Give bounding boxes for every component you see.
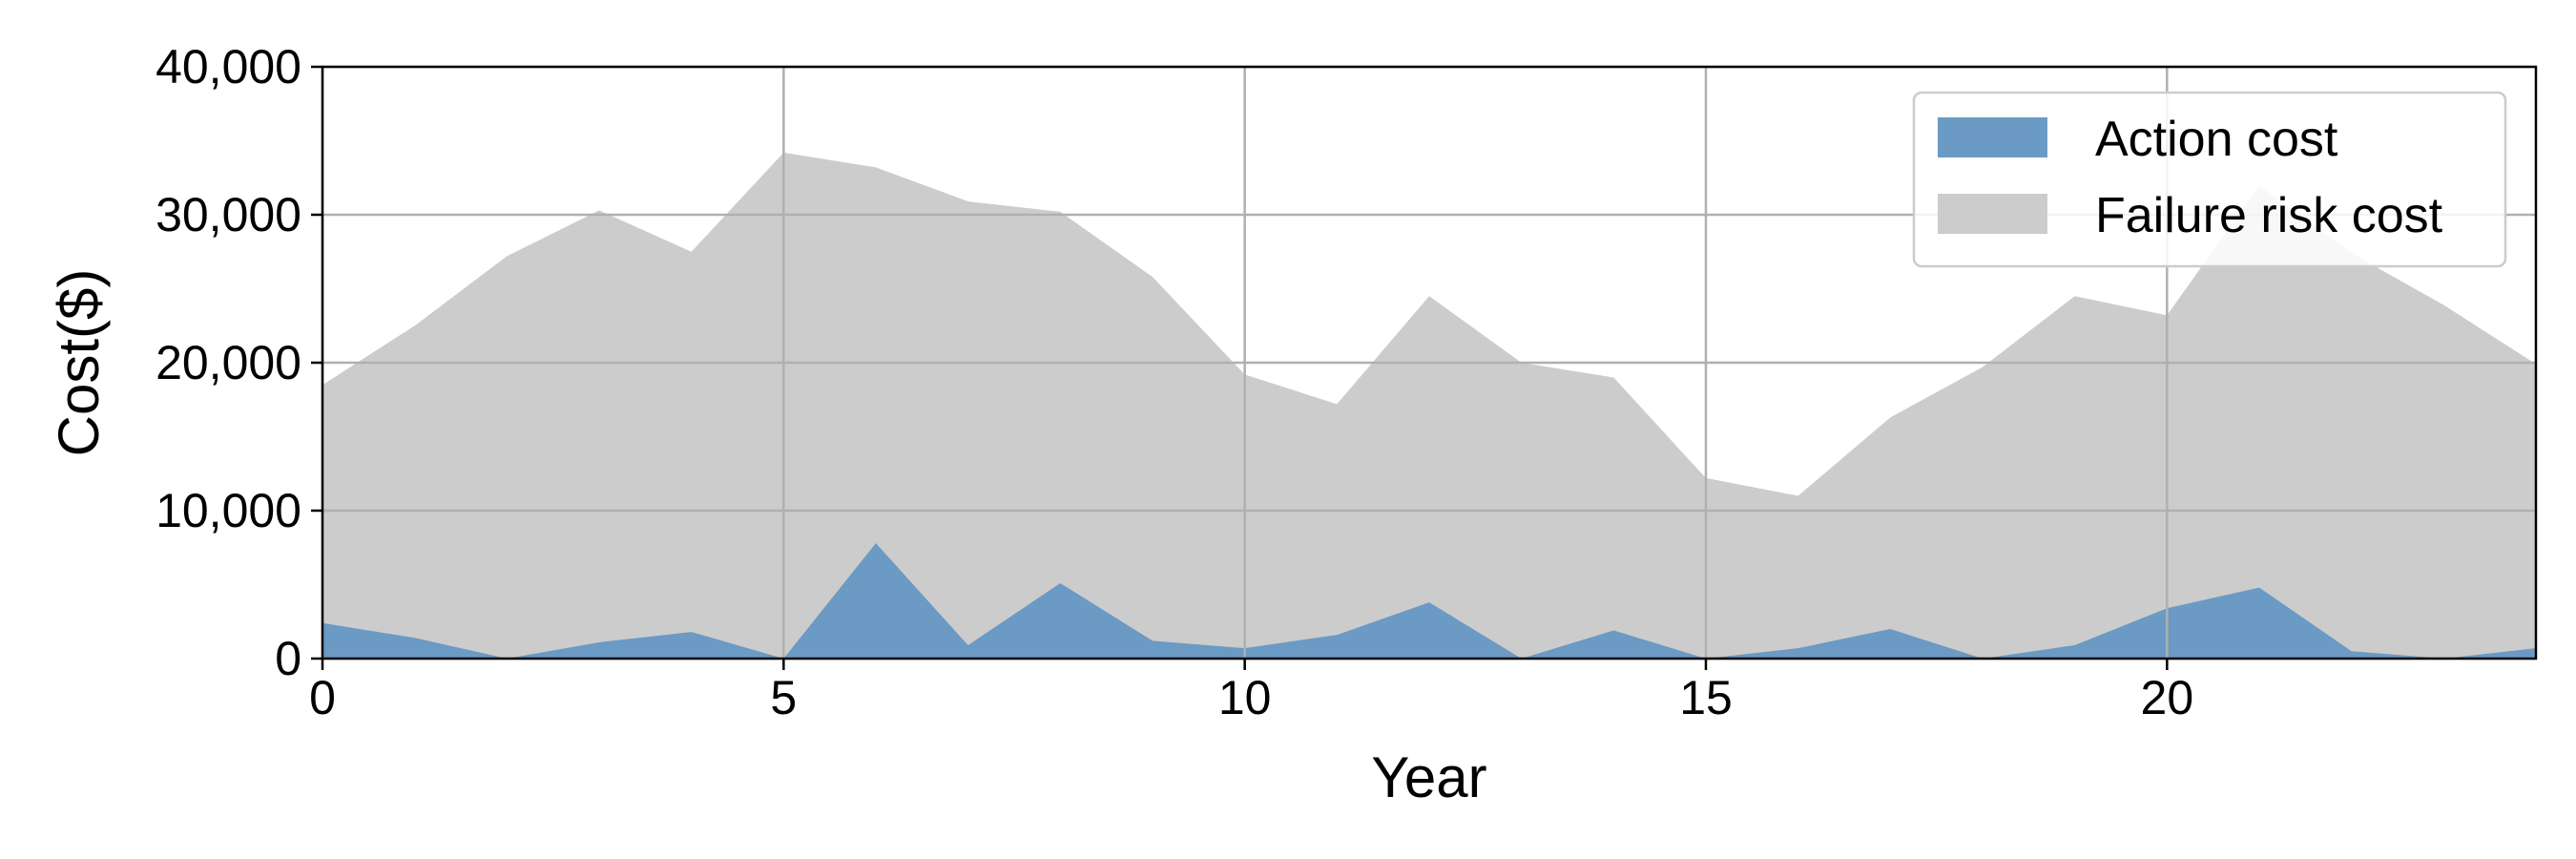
x-tick-label: 0 bbox=[309, 671, 336, 724]
x-tick-label: 5 bbox=[770, 671, 797, 724]
y-tick-label: 40,000 bbox=[156, 40, 301, 94]
legend-label-action-cost: Action cost bbox=[2095, 112, 2338, 167]
x-axis-ticks: 0 5 10 15 20 bbox=[309, 659, 2193, 724]
x-tick-label: 10 bbox=[1218, 671, 1272, 724]
legend-swatch-action-cost bbox=[1938, 117, 2047, 157]
legend-swatch-failure-risk-cost bbox=[1938, 194, 2047, 234]
area-failure-risk-cost bbox=[322, 152, 2536, 659]
area-action-cost bbox=[322, 543, 2536, 659]
y-axis-title: Cost($) bbox=[47, 269, 111, 457]
area-series-group bbox=[322, 152, 2536, 659]
y-tick-label: 20,000 bbox=[156, 336, 301, 389]
y-tick-label: 0 bbox=[275, 632, 301, 685]
legend-box bbox=[1912, 91, 2507, 268]
y-tick-label: 30,000 bbox=[156, 188, 301, 241]
y-tick-label: 10,000 bbox=[156, 484, 301, 537]
x-tick-label: 20 bbox=[2141, 671, 2194, 724]
legend-label-failure-risk-cost: Failure risk cost bbox=[2095, 188, 2443, 243]
x-axis-title: Year bbox=[1371, 745, 1486, 809]
legend: Action cost Failure risk cost bbox=[1912, 91, 2507, 268]
x-tick-label: 15 bbox=[1679, 671, 1733, 724]
y-axis-ticks: 0 10,000 20,000 30,000 40,000 bbox=[156, 40, 322, 685]
